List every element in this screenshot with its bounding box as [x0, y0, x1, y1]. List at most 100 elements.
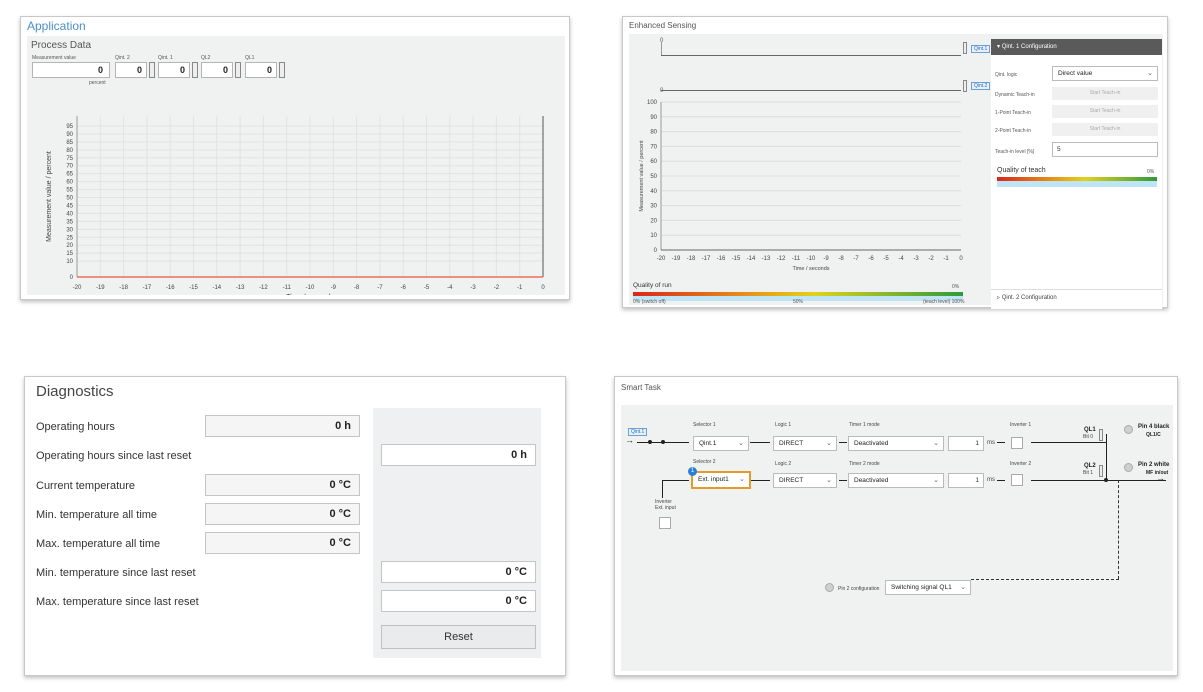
x-axis-label: Time / seconds: [792, 266, 829, 272]
inverter-ext-label: Inverter Ext. input: [655, 499, 676, 511]
measurement-label: Measurement value: [32, 55, 76, 61]
qint2-field: 0: [115, 62, 147, 78]
timer2-input[interactable]: 1: [948, 473, 984, 488]
y-tick-label: 60: [650, 159, 657, 165]
ql2-bar: [235, 62, 241, 78]
teach-level-input[interactable]: 5: [1052, 142, 1158, 157]
pin2-label: Pin 2 white: [1138, 462, 1170, 468]
chevron-down-icon: ⌄: [960, 584, 966, 591]
one-point-teach-button[interactable]: Start Teach-in: [1052, 105, 1158, 118]
x-tick-label: -14: [212, 285, 221, 291]
quality-run-left: 0% (switch off): [633, 299, 666, 305]
min-temperature-reset-value: 0 °C: [381, 561, 536, 583]
qint1-config-panel: ▾ Qint. 1 Configuration Qint. logic Dire…: [991, 39, 1162, 309]
wire-i2-ql2: [1031, 480, 1106, 481]
dynamic-teach-button[interactable]: Start Teach-in: [1052, 87, 1158, 100]
inverter2-checkbox[interactable]: [1011, 474, 1023, 486]
x-tick-label: -2: [494, 285, 500, 291]
ql2-bar: [1099, 465, 1103, 477]
wire-s1-l1: [750, 442, 770, 443]
x-tick-label: -17: [702, 256, 711, 262]
application-panel: Application Process Data Measurement val…: [20, 16, 570, 300]
x-tick-label: -19: [672, 256, 681, 262]
x-tick-label: -8: [354, 285, 360, 291]
operating-hours-label: Operating hours: [36, 421, 115, 433]
pin2cfg-select[interactable]: Switching signal QL1 ⌄: [885, 580, 971, 595]
wire-ql-v: [1106, 434, 1107, 482]
timer1-unit: ms: [987, 440, 995, 446]
wire-l1-t1: [839, 442, 847, 443]
logic1-select[interactable]: DIRECT ⌄: [773, 436, 837, 451]
top-row1-axis: [661, 42, 662, 55]
selector2-badge: 1: [688, 467, 697, 476]
quality-run-bar: [633, 292, 963, 296]
inverter2-label: Inverter 2: [1010, 461, 1032, 467]
quality-run-right: (teach level) 100%: [923, 299, 965, 305]
x-tick-label: -13: [236, 285, 245, 291]
two-point-teach-button[interactable]: Start Teach-in: [1052, 123, 1158, 136]
wire-ext-h: [662, 480, 689, 481]
reset-button[interactable]: Reset: [381, 625, 536, 649]
chevron-down-icon: ⌄: [1147, 70, 1153, 77]
operating-hours-value: 0 h: [205, 415, 360, 437]
chevron-down-icon: ⌄: [739, 476, 745, 483]
selector2-value: Ext. input1: [698, 476, 729, 483]
x-tick-label: -14: [747, 256, 756, 262]
logic2-value: DIRECT: [779, 477, 804, 484]
x-tick-label: -15: [189, 285, 198, 291]
logic1-value: DIRECT: [779, 440, 804, 447]
quality-run-value: 0%: [952, 284, 960, 290]
y-tick-label: 90: [650, 115, 657, 121]
max-temperature-reset-value: 0 °C: [381, 590, 536, 612]
x-tick-label: -4: [447, 285, 453, 291]
teach-level-label: Teach-in level [%]: [995, 149, 1035, 155]
inverter1-checkbox[interactable]: [1011, 437, 1023, 449]
timer1-input[interactable]: 1: [948, 436, 984, 451]
y-tick-label: 75: [66, 156, 73, 162]
operating-hours-reset-label: Operating hours since last reset: [36, 450, 192, 462]
x-tick-label: -18: [119, 285, 128, 291]
pin2cfg-value: Switching signal QL1: [891, 584, 952, 591]
ql2-field: 0: [201, 62, 233, 78]
selector1-select[interactable]: Qint.1 ⌄: [693, 436, 749, 451]
qint-logic-select[interactable]: Direct value ⌄: [1052, 66, 1158, 81]
min-temperature-value: 0 °C: [205, 503, 360, 525]
logic2-select[interactable]: DIRECT ⌄: [773, 473, 837, 488]
y-tick-label: 50: [66, 196, 73, 202]
x-tick-label: -6: [868, 256, 874, 262]
x-tick-label: -20: [73, 285, 82, 291]
measurement-chart: -20 -19 -18 -17 -16 -15 -14 -13 -12 -11 -10 -9 -8 -7-…: [46, 116, 545, 295]
chevron-down-icon: ⌄: [933, 477, 939, 484]
selector1-label: Selector 1: [693, 422, 716, 428]
wire-s2-l2: [751, 480, 770, 481]
qint2-config-header[interactable]: ▹ Qint. 2 Configuration: [991, 289, 1162, 305]
wire-l2-t2: [839, 480, 847, 481]
y-tick-label: 65: [66, 172, 73, 178]
measurement-value: 0: [97, 65, 103, 75]
timer2-value: Deactivated: [854, 477, 889, 484]
wire-pin2: [1106, 480, 1166, 481]
x-tick-label: -12: [259, 285, 268, 291]
logic1-label: Logic 1: [775, 422, 792, 428]
timer1-select[interactable]: Deactivated ⌄: [848, 436, 944, 451]
top-row1-line: [661, 55, 961, 56]
selector2-select[interactable]: Ext. input1 ⌄: [691, 471, 751, 489]
qint2-bar: [149, 62, 155, 78]
x-tick-label: -3: [470, 285, 476, 291]
inverter-ext-checkbox[interactable]: [659, 517, 671, 529]
qint1-config-header[interactable]: ▾ Qint. 1 Configuration: [991, 39, 1162, 55]
x-tick-label: -20: [657, 256, 666, 262]
x-tick-label: -2: [928, 256, 934, 262]
x-tick-label: -3: [913, 256, 919, 262]
ql2-value: 0: [222, 65, 228, 75]
qint1-field: 0: [158, 62, 190, 78]
input-tag-qint1: Qint.1: [628, 428, 648, 436]
top-row2-value: 0: [660, 88, 664, 94]
x-tick-label: -8: [838, 256, 844, 262]
x-tick-label: -6: [401, 285, 407, 291]
y-tick-label: 40: [650, 189, 657, 195]
timer2-select[interactable]: Deactivated ⌄: [848, 473, 944, 488]
collapse-icon: ▾: [997, 44, 1001, 50]
pin4-sub: QL1/C: [1146, 432, 1161, 438]
quality-teach-bar: [997, 177, 1157, 181]
